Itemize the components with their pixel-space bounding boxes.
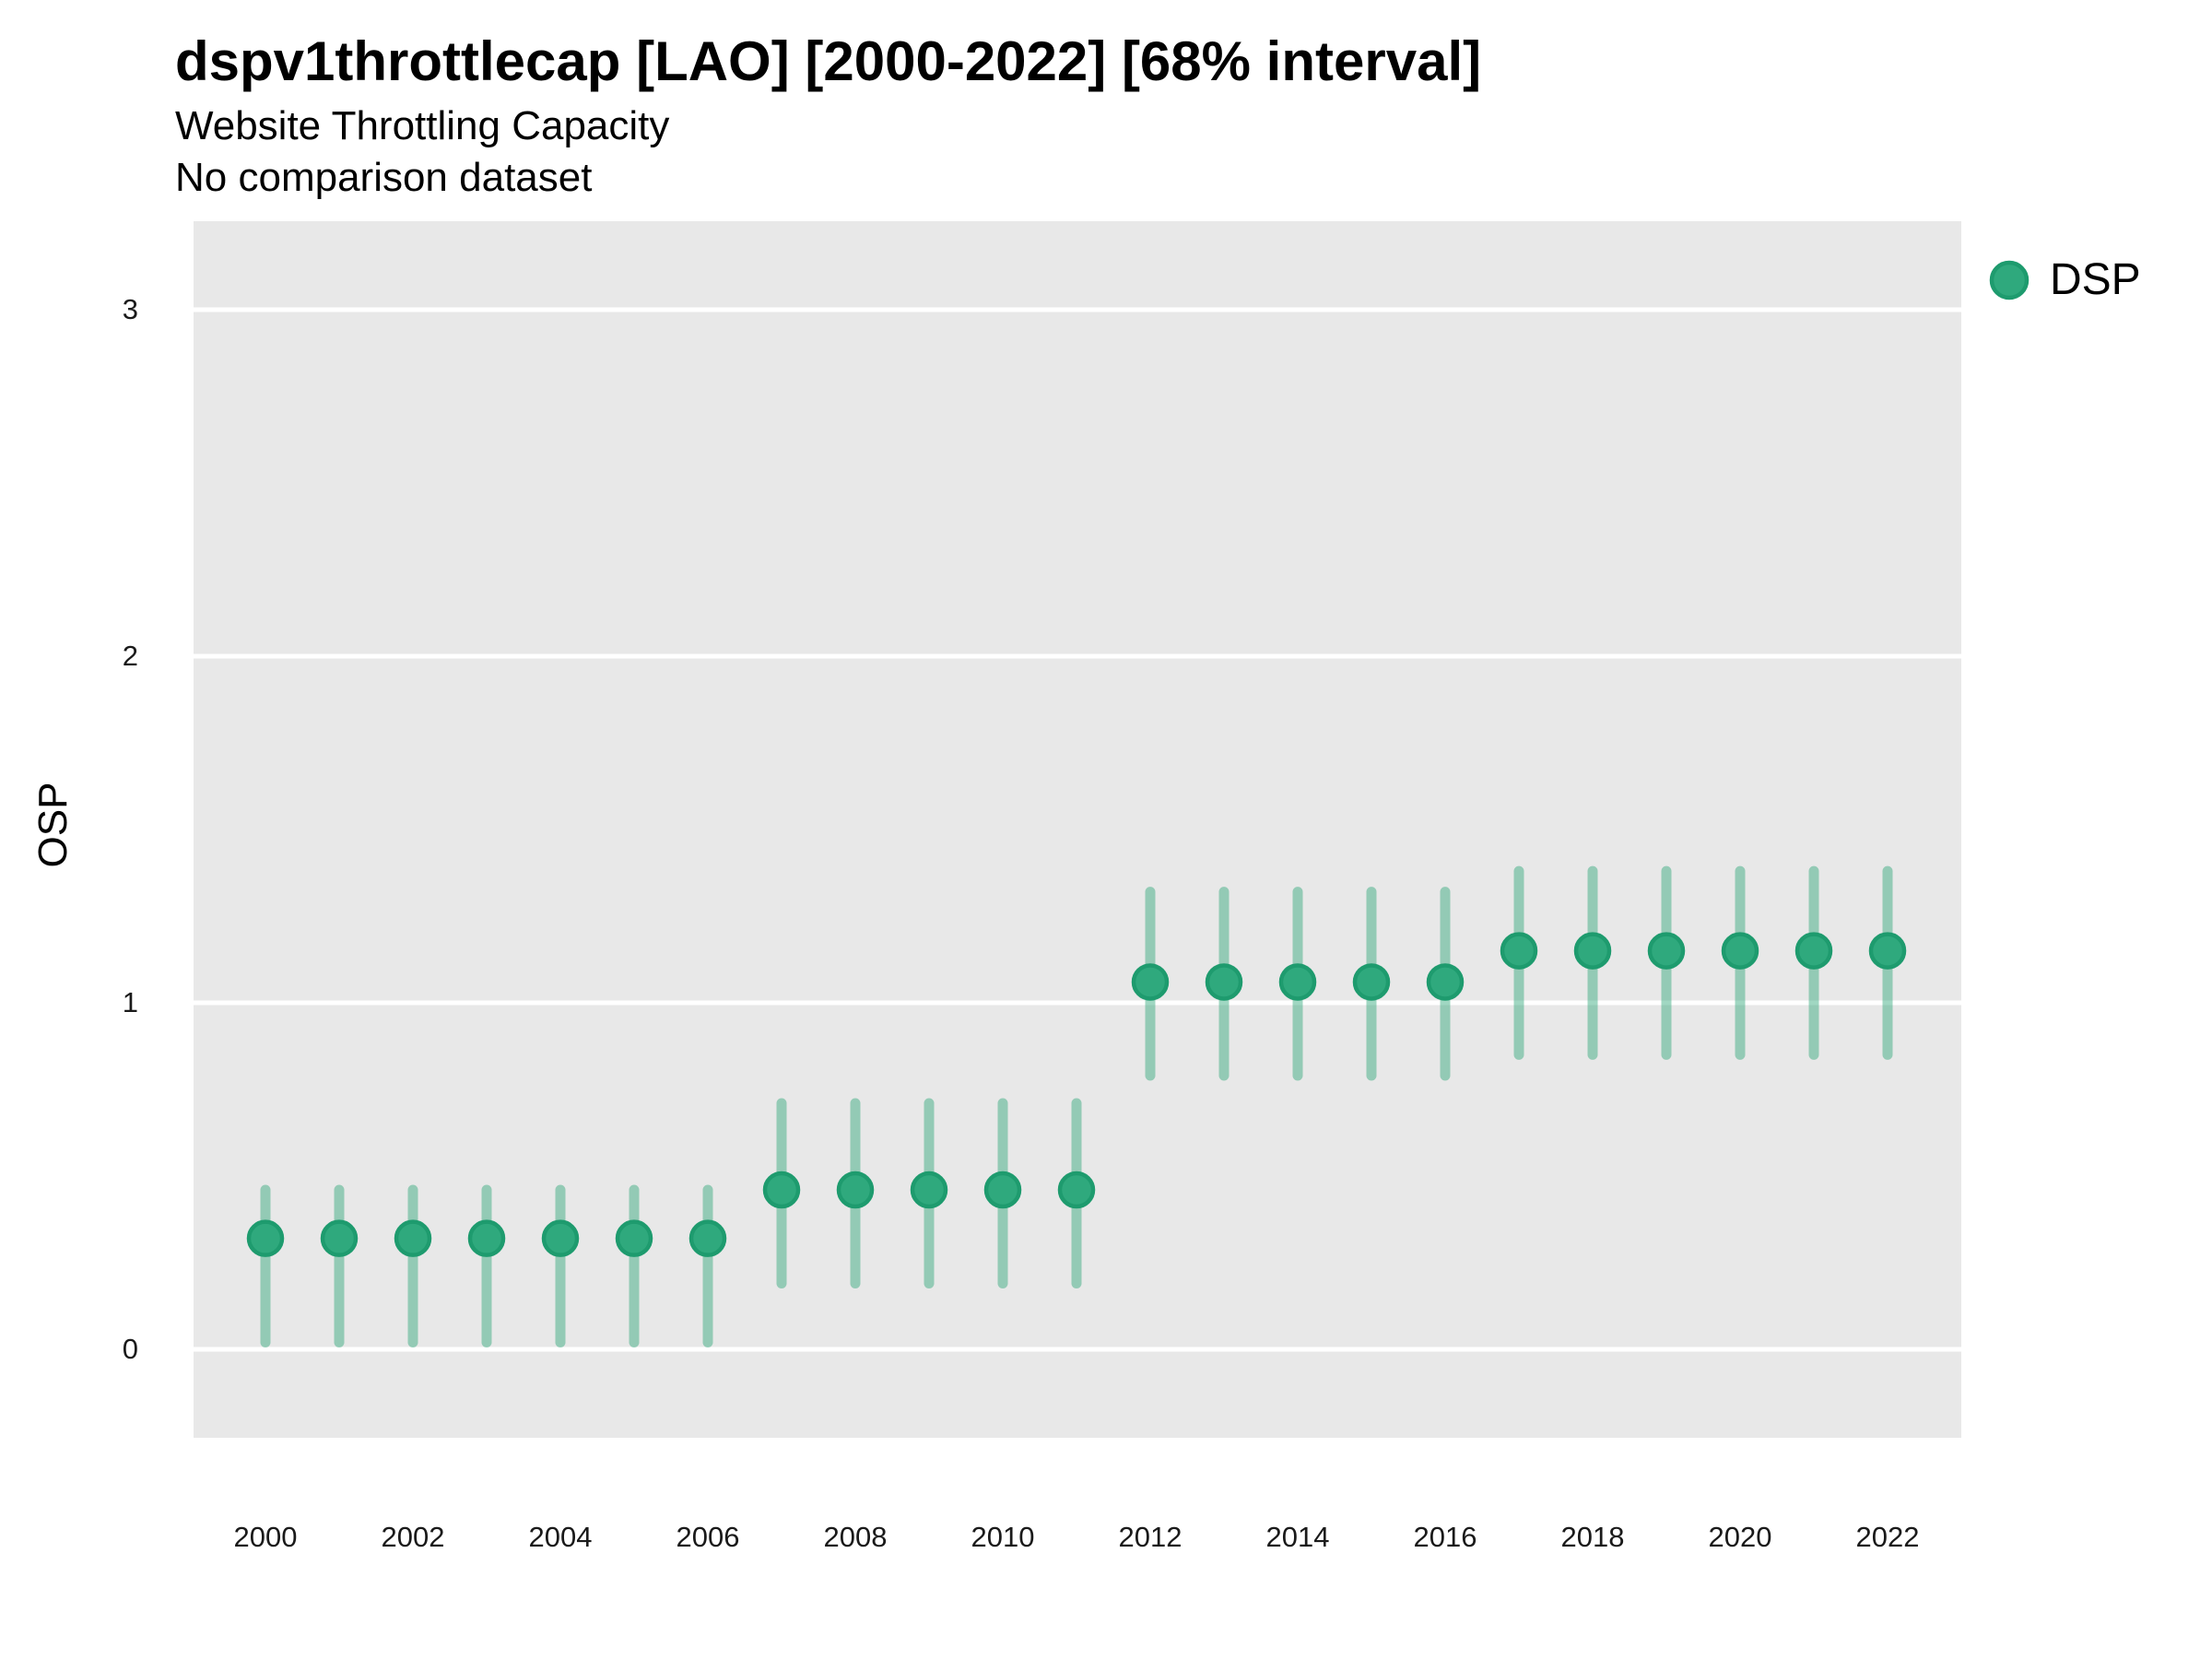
y-tick-label-0: 0: [122, 1333, 138, 1365]
x-tick-label-2022: 2022: [1855, 1521, 1920, 1553]
legend-circle-icon: [1989, 260, 2030, 300]
x-tick-label-2010: 2010: [971, 1521, 1035, 1553]
comparison-note: No comparison dataset: [175, 155, 593, 200]
y-axis-title: OSP: [30, 782, 76, 868]
y-tick-label-3: 3: [122, 293, 138, 325]
plot-panel: [194, 221, 1961, 1438]
x-tick-label-2002: 2002: [381, 1521, 445, 1553]
data-point-2005: [615, 1219, 653, 1257]
chart-title: dspv1throttlecap [LAO] [2000-2022] [68% …: [175, 30, 1482, 92]
data-point-2008: [836, 1171, 875, 1209]
x-tick-label-2018: 2018: [1560, 1521, 1625, 1553]
data-point-2002: [394, 1219, 432, 1257]
x-tick-label-2006: 2006: [676, 1521, 740, 1553]
data-point-2000: [246, 1219, 285, 1257]
data-point-2001: [320, 1219, 359, 1257]
data-point-2010: [983, 1171, 1022, 1209]
legend-series-label: DSP: [2050, 255, 2141, 304]
x-tick-label-2012: 2012: [1118, 1521, 1182, 1553]
chart-subtitle: Website Throttling Capacity: [175, 103, 670, 148]
plot-area: [194, 307, 1961, 1352]
x-tick-label-2000: 2000: [233, 1521, 298, 1553]
x-tick-label-2020: 2020: [1708, 1521, 1772, 1553]
x-tick-label-2014: 2014: [1265, 1521, 1330, 1553]
data-point-2006: [688, 1219, 727, 1257]
data-point-2003: [467, 1219, 506, 1257]
data-point-2009: [910, 1171, 948, 1209]
data-point-2007: [762, 1171, 801, 1209]
y-tick-label-2: 2: [122, 640, 138, 672]
x-tick-label-2016: 2016: [1413, 1521, 1477, 1553]
data-point-2022: [1868, 932, 1907, 970]
data-point-2018: [1573, 932, 1612, 970]
data-point-2014: [1278, 963, 1317, 1001]
data-point-2015: [1352, 963, 1391, 1001]
data-point-2011: [1057, 1171, 1096, 1209]
legend: DSP: [1989, 254, 2141, 305]
data-point-2021: [1794, 932, 1833, 970]
data-point-2020: [1721, 932, 1759, 970]
data-point-2004: [541, 1219, 580, 1257]
y-tick-label-1: 1: [122, 986, 138, 1018]
data-point-2013: [1205, 963, 1243, 1001]
data-point-2017: [1500, 932, 1538, 970]
data-point-2012: [1131, 963, 1170, 1001]
data-point-2019: [1647, 932, 1686, 970]
x-tick-label-2008: 2008: [823, 1521, 888, 1553]
data-point-2016: [1426, 963, 1465, 1001]
x-tick-label-2004: 2004: [528, 1521, 593, 1553]
